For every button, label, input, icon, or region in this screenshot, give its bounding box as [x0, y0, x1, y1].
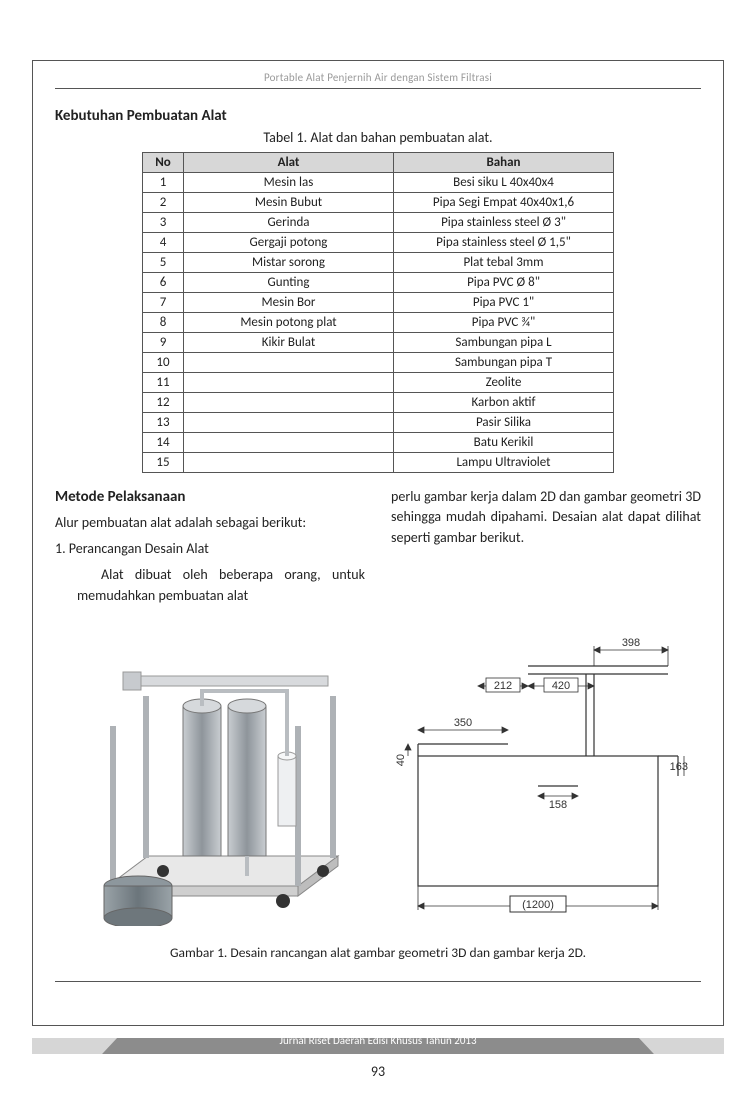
footer-wedge-left	[32, 1038, 117, 1054]
figure-3d-render	[68, 636, 368, 926]
dim-163: 163	[670, 761, 688, 773]
table-row: 1Mesin lasBesi siku L 40x40x4	[143, 173, 614, 193]
table-row: 7Mesin BorPipa PVC 1"	[143, 293, 614, 313]
table-header-row: No Alat Bahan	[143, 153, 614, 173]
figure-row: 398 212 420 350 40 163 158 (1200)	[55, 626, 701, 926]
section-title-kebutuhan: Kebutuhan Pembuatan Alat	[55, 107, 701, 125]
th-alat: Alat	[184, 153, 394, 173]
dim-158: 158	[549, 799, 567, 811]
footer-center	[102, 1038, 654, 1054]
list-item-1: 1. Perancangan Desain Alat	[55, 539, 365, 559]
dim-398: 398	[622, 637, 640, 649]
dim-1200: (1200)	[522, 899, 554, 911]
figure-2d-drawing: 398 212 420 350 40 163 158 (1200)	[388, 626, 688, 926]
table-row: 2Mesin BubutPipa Segi Empat 40x40x1,6	[143, 193, 614, 213]
table-row: 9Kikir BulatSambungan pipa L	[143, 333, 614, 353]
footer-wedge-right	[639, 1038, 724, 1054]
table-row: 3GerindaPipa stainless steel Ø 3"	[143, 213, 614, 233]
table-row: 15Lampu Ultraviolet	[143, 453, 614, 473]
footer-rule	[55, 981, 701, 982]
table-row: 6GuntingPipa PVC Ø 8"	[143, 273, 614, 293]
figure-caption: Gambar 1. Desain rancangan alat gambar g…	[55, 944, 701, 961]
dim-350: 350	[454, 717, 472, 729]
th-bahan: Bahan	[394, 153, 614, 173]
page-frame: Portable Alat Penjernih Air dengan Siste…	[32, 60, 724, 1026]
two-column-text: Metode Pelaksanaan Alur pembuatan alat a…	[55, 487, 701, 612]
table-row: 5Mistar sorongPlat tebal 3mm	[143, 253, 614, 273]
right-paragraph: perlu gambar kerja dalam 2D dan gambar g…	[391, 487, 701, 548]
footer-bar	[32, 1032, 724, 1054]
list-item-1-body: Alat dibuat oleh beberapa orang, untuk m…	[55, 565, 365, 606]
tools-materials-table: No Alat Bahan 1Mesin lasBesi siku L 40x4…	[142, 152, 614, 473]
right-column: perlu gambar kerja dalam 2D dan gambar g…	[391, 487, 701, 612]
table-row: 4Gergaji potongPipa stainless steel Ø 1,…	[143, 233, 614, 253]
dim-40: 40	[395, 754, 407, 766]
dim-212: 212	[494, 680, 512, 692]
table-row: 11Zeolite	[143, 373, 614, 393]
dim-420: 420	[552, 680, 570, 692]
table-row: 8Mesin potong platPipa PVC ¾"	[143, 313, 614, 333]
table-row: 14Batu Kerikil	[143, 433, 614, 453]
left-column: Metode Pelaksanaan Alur pembuatan alat a…	[55, 487, 365, 612]
page-number: 93	[0, 1063, 756, 1080]
header-rule	[55, 88, 701, 89]
intro-line: Alur pembuatan alat adalah sebagai berik…	[55, 513, 365, 533]
section-title-metode: Metode Pelaksanaan	[55, 487, 365, 509]
table-row: 10Sambungan pipa T	[143, 353, 614, 373]
th-no: No	[143, 153, 184, 173]
running-title: Portable Alat Penjernih Air dengan Siste…	[55, 71, 701, 84]
table-caption: Tabel 1. Alat dan bahan pembuatan alat.	[55, 129, 701, 146]
table-row: 13Pasir Silika	[143, 413, 614, 433]
table-row: 12Karbon aktif	[143, 393, 614, 413]
